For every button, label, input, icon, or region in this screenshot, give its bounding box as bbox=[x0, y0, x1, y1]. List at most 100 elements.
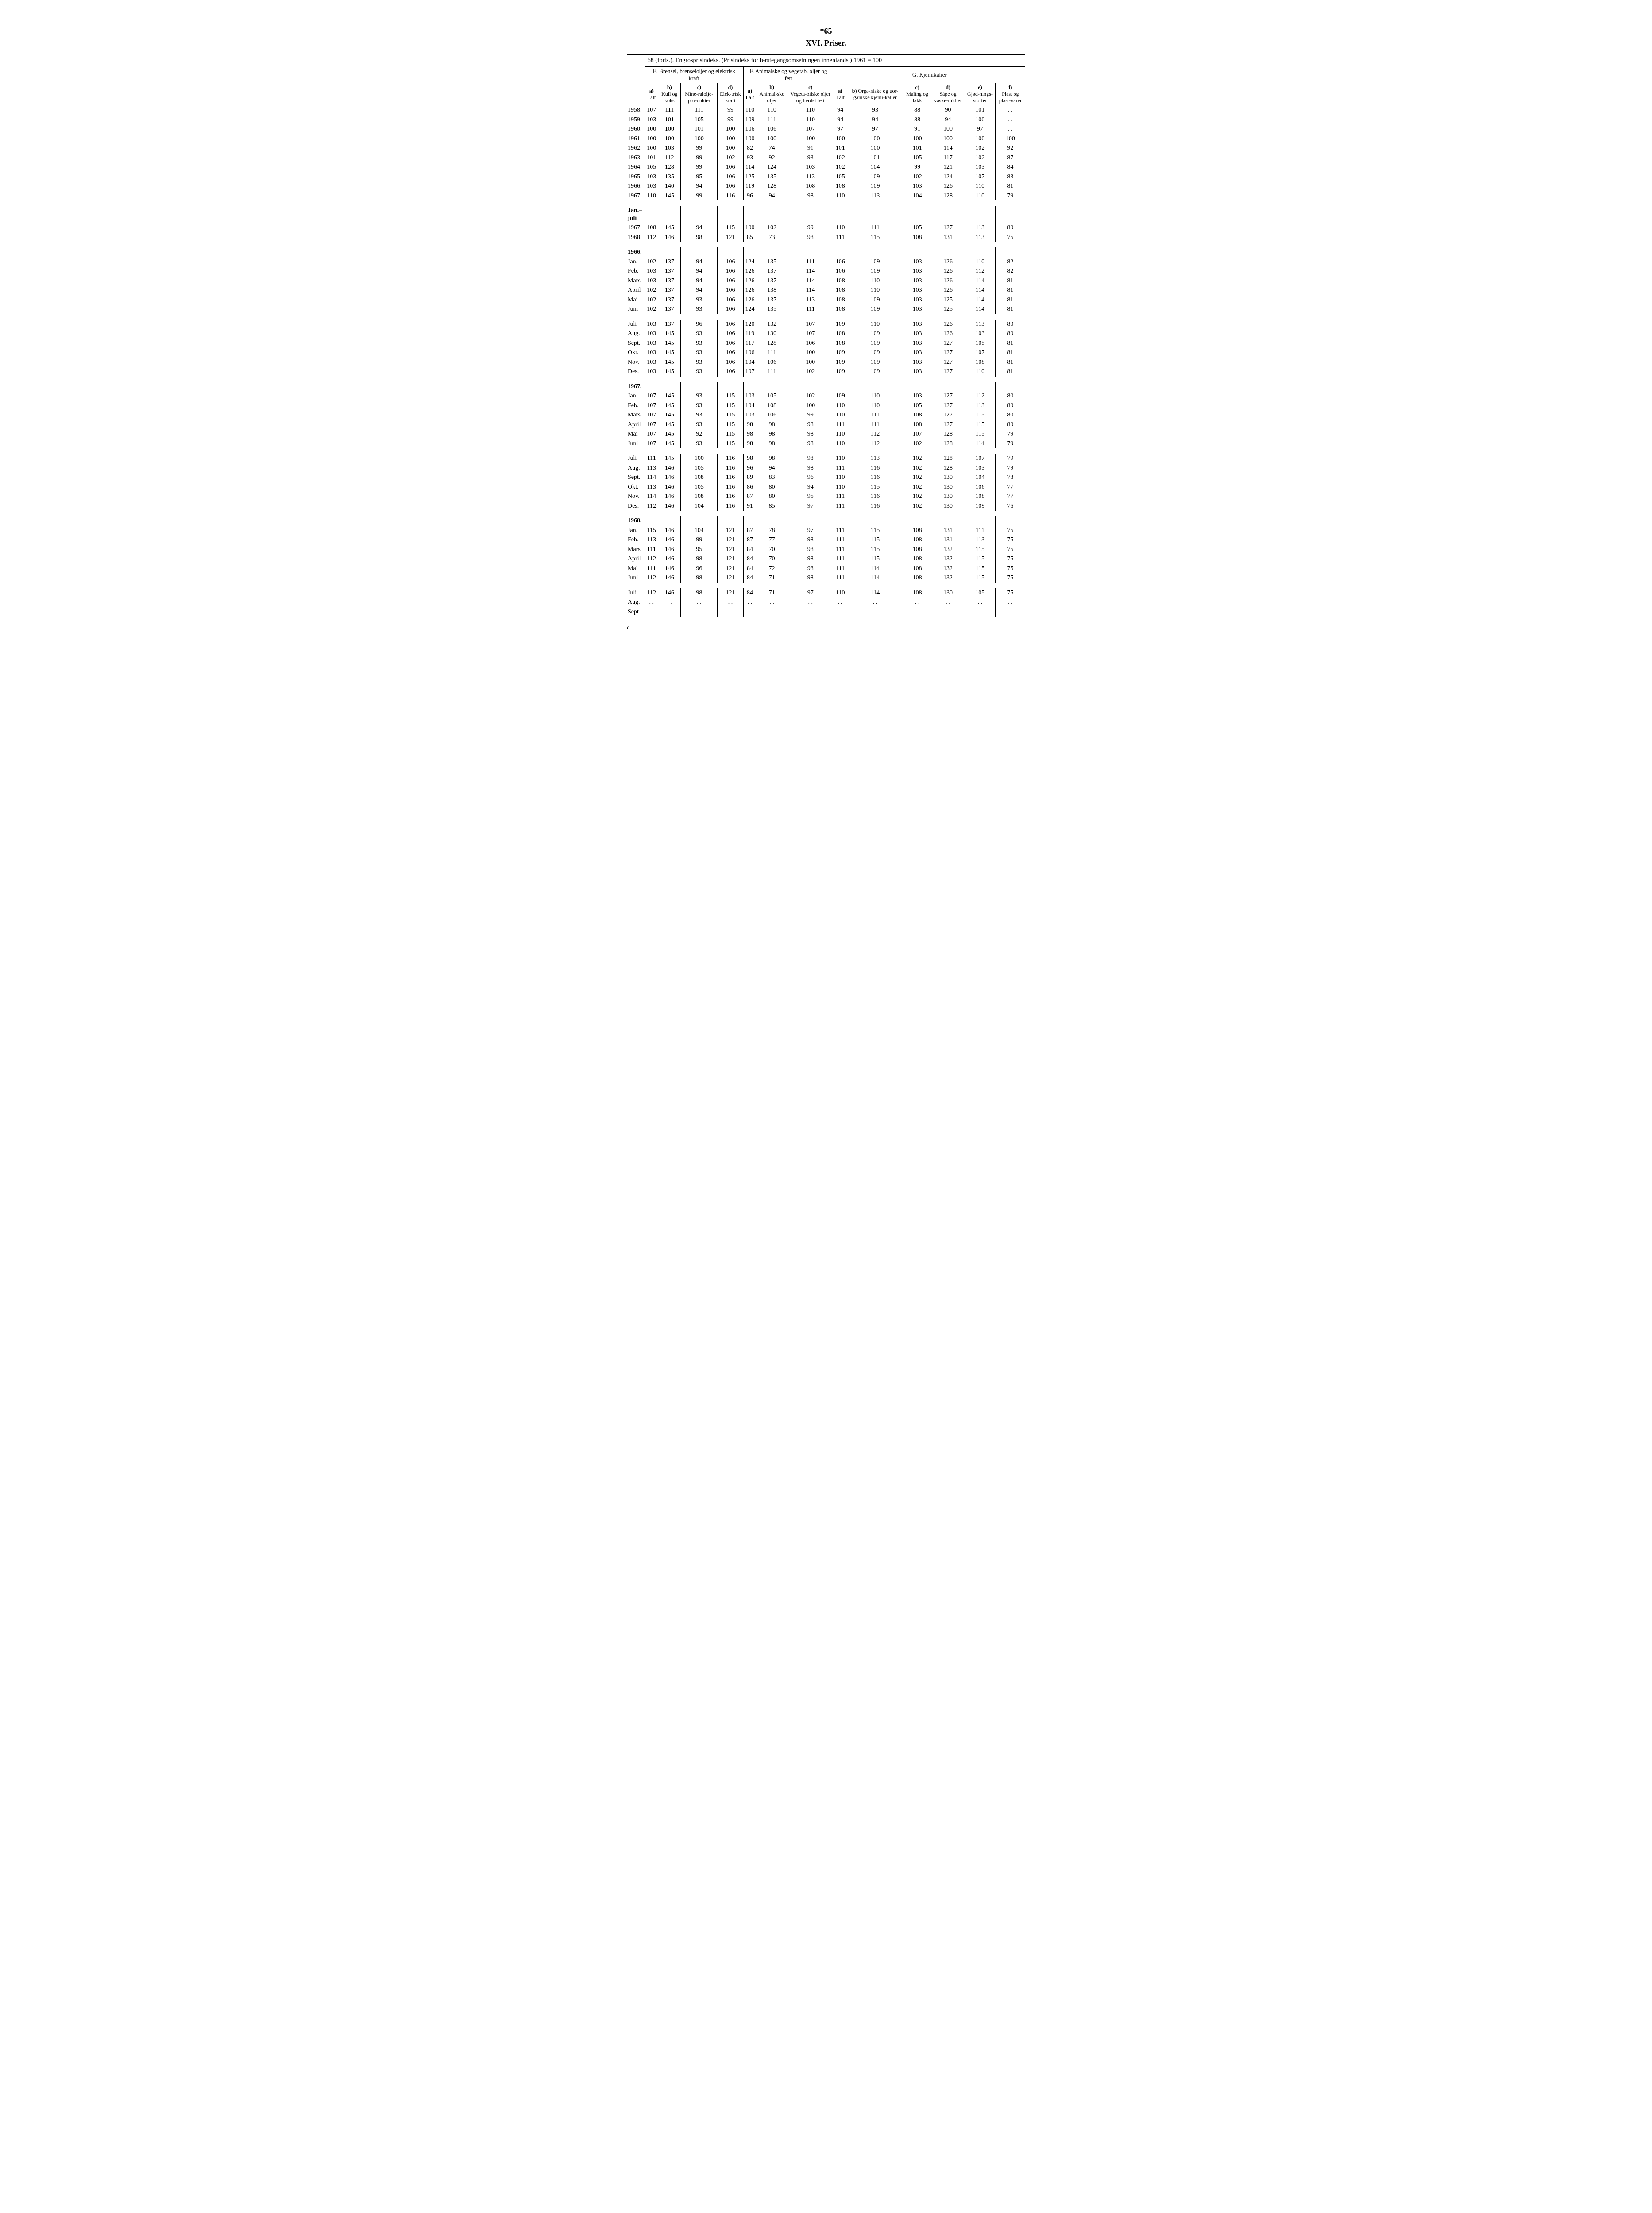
data-cell: 93 bbox=[681, 295, 718, 305]
data-cell: 137 bbox=[757, 295, 787, 305]
data-cell: 94 bbox=[681, 257, 718, 267]
data-cell: 93 bbox=[681, 305, 718, 314]
data-cell: 130 bbox=[931, 482, 965, 492]
data-cell: 78 bbox=[995, 473, 1025, 482]
data-cell: 110 bbox=[847, 320, 903, 329]
data-cell: 111 bbox=[834, 501, 847, 511]
data-cell: 99 bbox=[718, 115, 743, 125]
data-cell: 107 bbox=[743, 367, 757, 377]
data-cell: 115 bbox=[965, 429, 996, 439]
data-cell: 110 bbox=[834, 473, 847, 482]
data-cell: 99 bbox=[681, 191, 718, 201]
data-cell: 98 bbox=[681, 233, 718, 243]
data-cell: 106 bbox=[787, 339, 834, 348]
data-cell: 100 bbox=[658, 134, 681, 144]
data-cell: 114 bbox=[645, 473, 658, 482]
row-label: Juli bbox=[627, 588, 645, 598]
data-cell: 75 bbox=[995, 554, 1025, 564]
data-cell: 104 bbox=[681, 526, 718, 536]
row-label: Feb. bbox=[627, 266, 645, 276]
data-cell: 108 bbox=[834, 329, 847, 339]
data-cell: 124 bbox=[743, 305, 757, 314]
data-cell: 115 bbox=[645, 526, 658, 536]
data-cell: 132 bbox=[931, 554, 965, 564]
page-title: XVI. Priser. bbox=[627, 39, 1025, 48]
data-cell: . . bbox=[718, 598, 743, 607]
data-cell: 110 bbox=[645, 191, 658, 201]
data-cell: 103 bbox=[645, 348, 658, 358]
data-cell: 113 bbox=[787, 172, 834, 182]
data-cell: . . bbox=[681, 607, 718, 617]
data-cell: 106 bbox=[743, 348, 757, 358]
data-cell: 146 bbox=[658, 501, 681, 511]
data-cell: 88 bbox=[903, 105, 931, 115]
data-cell: 98 bbox=[787, 429, 834, 439]
data-cell: . . bbox=[718, 607, 743, 617]
data-cell: 121 bbox=[718, 545, 743, 555]
col-head: c)Vegeta-bilske oljer og herdet fett bbox=[787, 83, 834, 105]
data-cell: 117 bbox=[931, 153, 965, 163]
data-cell: 104 bbox=[847, 162, 903, 172]
data-cell: 114 bbox=[847, 588, 903, 598]
data-cell: 99 bbox=[681, 153, 718, 163]
data-cell: 111 bbox=[787, 257, 834, 267]
data-cell: . . bbox=[931, 607, 965, 617]
data-cell: 99 bbox=[681, 162, 718, 172]
data-cell: 102 bbox=[903, 454, 931, 463]
data-cell: 131 bbox=[931, 535, 965, 545]
data-cell: 116 bbox=[718, 463, 743, 473]
data-cell: 109 bbox=[834, 320, 847, 329]
data-cell: 115 bbox=[847, 535, 903, 545]
data-cell: 111 bbox=[757, 348, 787, 358]
data-cell: 95 bbox=[787, 492, 834, 501]
data-cell: 110 bbox=[847, 391, 903, 401]
data-cell: 116 bbox=[718, 191, 743, 201]
data-cell: 113 bbox=[645, 463, 658, 473]
data-cell: 115 bbox=[847, 545, 903, 555]
row-label: 1967. bbox=[627, 223, 645, 233]
data-cell: 128 bbox=[658, 162, 681, 172]
data-cell: 100 bbox=[787, 401, 834, 411]
data-cell: 100 bbox=[995, 134, 1025, 144]
data-cell: 80 bbox=[995, 420, 1025, 430]
data-cell: 108 bbox=[903, 535, 931, 545]
data-cell: 111 bbox=[834, 492, 847, 501]
data-cell: 108 bbox=[757, 401, 787, 411]
row-label: Feb. bbox=[627, 535, 645, 545]
data-cell: 116 bbox=[718, 482, 743, 492]
data-cell: 98 bbox=[757, 420, 787, 430]
row-label: April bbox=[627, 285, 645, 295]
data-cell: 107 bbox=[787, 124, 834, 134]
data-cell: . . bbox=[787, 598, 834, 607]
data-cell: 108 bbox=[965, 492, 996, 501]
data-cell: 105 bbox=[903, 401, 931, 411]
data-cell: 145 bbox=[658, 223, 681, 233]
data-cell: 115 bbox=[965, 573, 996, 583]
data-cell: 137 bbox=[658, 305, 681, 314]
data-cell: 105 bbox=[681, 482, 718, 492]
data-cell: 93 bbox=[681, 391, 718, 401]
data-cell: 109 bbox=[834, 358, 847, 367]
data-cell: 113 bbox=[787, 295, 834, 305]
data-cell: 121 bbox=[718, 535, 743, 545]
data-cell: 106 bbox=[718, 339, 743, 348]
data-cell: 83 bbox=[757, 473, 787, 482]
data-cell: 140 bbox=[658, 181, 681, 191]
row-label: Sept. bbox=[627, 339, 645, 348]
data-cell: 126 bbox=[743, 295, 757, 305]
data-cell: . . bbox=[834, 598, 847, 607]
col-head: d)Elek-trisk kraft bbox=[718, 83, 743, 105]
col-head: f)Plast og plast-varer bbox=[995, 83, 1025, 105]
data-cell: 146 bbox=[658, 463, 681, 473]
data-cell: . . bbox=[965, 598, 996, 607]
data-cell: 110 bbox=[834, 410, 847, 420]
data-cell: 100 bbox=[787, 348, 834, 358]
row-label: Mars bbox=[627, 545, 645, 555]
row-label: April bbox=[627, 554, 645, 564]
row-label: Mars bbox=[627, 276, 645, 286]
data-cell: 121 bbox=[718, 233, 743, 243]
data-cell: 79 bbox=[995, 439, 1025, 449]
row-label: Jan. bbox=[627, 391, 645, 401]
data-cell: 98 bbox=[743, 454, 757, 463]
data-cell: . . bbox=[965, 607, 996, 617]
